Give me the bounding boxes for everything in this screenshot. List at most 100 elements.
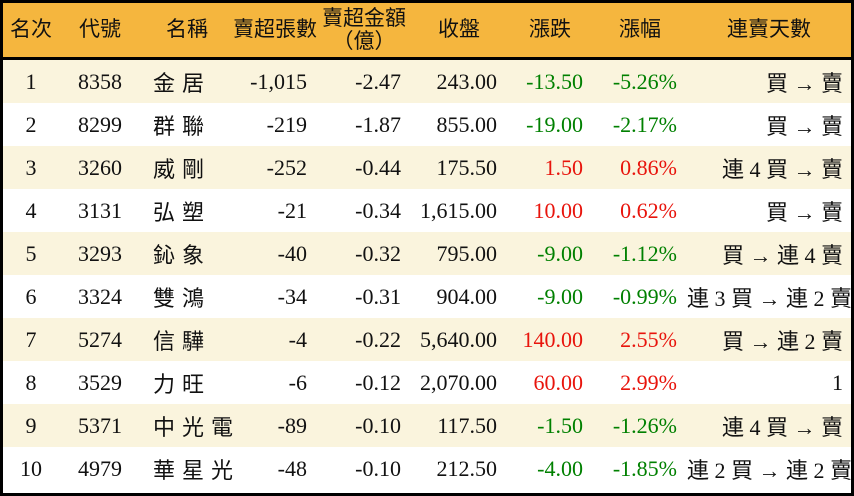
stock-name-cell: 中光電 bbox=[153, 414, 233, 440]
sell-volume-cell: -40 bbox=[277, 240, 307, 266]
streak-cell: 買 → 賣 bbox=[765, 70, 843, 96]
stock-name-cell: 金居 bbox=[153, 70, 212, 96]
table-row: 5 3293 鈊象 -40 -0.32 795.00 -9.00 -1.12% … bbox=[3, 232, 851, 275]
rank-cell: 3 bbox=[25, 154, 37, 180]
rank-cell: 9 bbox=[25, 412, 37, 438]
sell-volume-cell: -21 bbox=[277, 197, 307, 223]
close-price-cell: 2,070.00 bbox=[420, 369, 497, 395]
streak-cell: 買 → 連 2 賣 bbox=[721, 328, 843, 354]
change-cell: 140.00 bbox=[522, 326, 584, 352]
change-cell: 1.50 bbox=[544, 154, 584, 180]
close-price-cell: 117.50 bbox=[437, 412, 497, 438]
close-price-cell: 1,615.00 bbox=[420, 197, 497, 223]
header-close: 收盤 bbox=[438, 18, 480, 42]
stock-name-cell: 信驊 bbox=[153, 328, 212, 354]
header-change-pct: 漲幅 bbox=[619, 18, 661, 42]
table-row: 8 3529 力旺 -6 -0.12 2,070.00 60.00 2.99% … bbox=[3, 361, 851, 404]
streak-cell: 連 3 買 → 連 2 賣 bbox=[687, 285, 851, 311]
change-pct-cell: -0.99% bbox=[612, 283, 677, 309]
sell-volume-cell: -6 bbox=[288, 369, 307, 395]
sell-amount-cell: -0.31 bbox=[355, 283, 401, 309]
table-row: 4 3131 弘塑 -21 -0.34 1,615.00 10.00 0.62%… bbox=[3, 189, 851, 232]
header-name: 名稱 bbox=[166, 18, 208, 42]
sell-volume-cell: -1,015 bbox=[250, 68, 307, 94]
close-price-cell: 243.00 bbox=[436, 68, 498, 94]
close-price-cell: 904.00 bbox=[436, 283, 498, 309]
sell-amount-cell: -1.87 bbox=[355, 111, 401, 137]
streak-cell: 連 4 買 → 賣 bbox=[721, 156, 843, 182]
streak-cell: 買 → 賣 bbox=[765, 199, 843, 225]
table-row: 7 5274 信驊 -4 -0.22 5,640.00 140.00 2.55%… bbox=[3, 318, 851, 361]
sell-volume-cell: -48 bbox=[277, 455, 307, 481]
rank-cell: 4 bbox=[25, 197, 37, 223]
close-price-cell: 212.50 bbox=[436, 455, 498, 481]
change-pct-cell: 2.99% bbox=[620, 369, 677, 395]
header-code: 代號 bbox=[79, 18, 121, 42]
header-streak: 連賣天數 bbox=[727, 18, 811, 42]
table-header-row: 名次 代號 名稱 賣超張數 賣超金額 （億） 收盤 漲跌 漲幅 連賣天數 bbox=[3, 3, 851, 60]
change-cell: -1.50 bbox=[537, 412, 583, 438]
close-price-cell: 795.00 bbox=[436, 240, 498, 266]
header-sell-volume: 賣超張數 bbox=[233, 18, 317, 42]
change-pct-cell: 2.55% bbox=[620, 326, 677, 352]
rank-cell: 10 bbox=[20, 455, 42, 481]
change-cell: -4.00 bbox=[537, 455, 583, 481]
change-pct-cell: 0.86% bbox=[620, 154, 677, 180]
streak-cell: 1 bbox=[832, 369, 843, 395]
stock-code-cell: 3131 bbox=[78, 197, 122, 223]
header-rank: 名次 bbox=[10, 18, 52, 42]
change-cell: 10.00 bbox=[533, 197, 584, 223]
header-sell-amount: 賣超金額 （億） bbox=[317, 7, 411, 53]
stock-name-cell: 鈊象 bbox=[153, 242, 212, 268]
rank-cell: 2 bbox=[25, 111, 37, 137]
change-pct-cell: -2.17% bbox=[612, 111, 677, 137]
stock-name-cell: 群聯 bbox=[153, 113, 212, 139]
stock-code-cell: 3293 bbox=[78, 240, 122, 266]
sell-amount-cell: -0.12 bbox=[355, 369, 401, 395]
change-cell: -9.00 bbox=[537, 283, 583, 309]
stock-code-cell: 4979 bbox=[78, 455, 122, 481]
change-cell: -19.00 bbox=[526, 111, 583, 137]
sell-volume-cell: -34 bbox=[277, 283, 307, 309]
table-row: 6 3324 雙鴻 -34 -0.31 904.00 -9.00 -0.99% … bbox=[3, 275, 851, 318]
streak-cell: 連 2 買 → 連 2 賣 bbox=[687, 457, 851, 483]
header-sell-amount-line1: 賣超金額 bbox=[322, 6, 406, 30]
sell-amount-cell: -0.10 bbox=[355, 412, 401, 438]
change-pct-cell: -1.26% bbox=[612, 412, 677, 438]
rank-cell: 8 bbox=[25, 369, 37, 395]
rank-cell: 5 bbox=[25, 240, 37, 266]
stock-name-cell: 弘塑 bbox=[153, 199, 212, 225]
stock-code-cell: 8299 bbox=[78, 111, 122, 137]
sell-volume-cell: -89 bbox=[277, 412, 307, 438]
change-cell: -9.00 bbox=[537, 240, 583, 266]
stock-name-cell: 雙鴻 bbox=[153, 285, 212, 311]
stock-name-cell: 力旺 bbox=[153, 371, 212, 397]
stock-code-cell: 3260 bbox=[78, 154, 122, 180]
streak-cell: 連 4 買 → 賣 bbox=[721, 414, 843, 440]
change-pct-cell: -1.85% bbox=[612, 455, 677, 481]
stock-code-cell: 5274 bbox=[78, 326, 122, 352]
stock-code-cell: 3529 bbox=[78, 369, 122, 395]
close-price-cell: 175.50 bbox=[436, 154, 498, 180]
rank-cell: 7 bbox=[25, 326, 37, 352]
sell-volume-cell: -219 bbox=[266, 111, 307, 137]
rank-cell: 6 bbox=[25, 283, 37, 309]
stock-code-cell: 5371 bbox=[78, 412, 122, 438]
sell-amount-cell: -0.10 bbox=[355, 455, 401, 481]
sell-amount-cell: -0.32 bbox=[355, 240, 401, 266]
change-pct-cell: 0.62% bbox=[620, 197, 677, 223]
stock-name-cell: 威剛 bbox=[153, 156, 212, 182]
sell-volume-cell: -252 bbox=[266, 154, 307, 180]
sell-amount-cell: -0.34 bbox=[355, 197, 401, 223]
stock-code-cell: 3324 bbox=[78, 283, 122, 309]
stock-code-cell: 8358 bbox=[78, 68, 122, 94]
sell-amount-cell: -0.44 bbox=[355, 154, 401, 180]
change-cell: 60.00 bbox=[533, 369, 584, 395]
sell-volume-cell: -4 bbox=[288, 326, 307, 352]
table-row: 9 5371 中光電 -89 -0.10 117.50 -1.50 -1.26%… bbox=[3, 404, 851, 447]
close-price-cell: 5,640.00 bbox=[420, 326, 497, 352]
header-change: 漲跌 bbox=[529, 18, 571, 42]
table-row: 1 8358 金居 -1,015 -2.47 243.00 -13.50 -5.… bbox=[3, 60, 851, 103]
change-pct-cell: -1.12% bbox=[612, 240, 677, 266]
